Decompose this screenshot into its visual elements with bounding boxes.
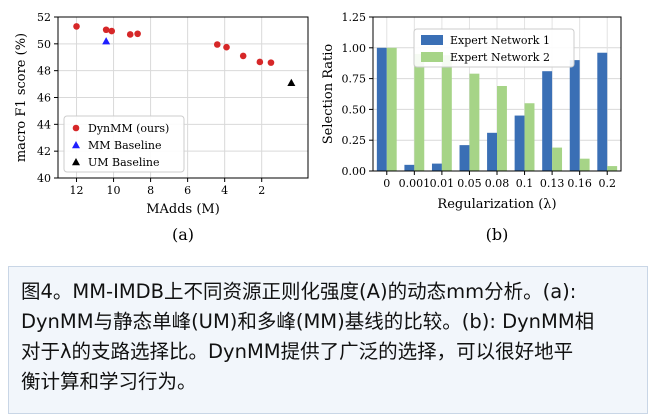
bar-expert-network-1 <box>569 60 580 172</box>
bar-expert-network-1 <box>459 145 470 171</box>
figure-caption: 图4。MM-IMDB上不同资源正则化强度(A)的动态mm分析。(a): DynM… <box>8 266 648 414</box>
legend-swatch-b <box>421 52 443 62</box>
plot-frame-b <box>372 16 622 172</box>
x-tick-label-b: 0.05 <box>457 177 482 190</box>
x-tick-label-b: 0.13 <box>540 177 565 190</box>
panel-label-b: (b) <box>486 225 509 244</box>
data-point-dynmm <box>134 30 141 38</box>
panel-label-a: (a) <box>172 225 194 244</box>
y-tick-label-b: 0.50 <box>342 103 367 116</box>
caption-line-1: 图4。MM-IMDB上不同资源正则化强度(A)的动态mm分析。(a): <box>21 280 577 303</box>
legend-label-b: Expert Network 2 <box>450 51 550 64</box>
data-point-um-baseline <box>287 78 296 86</box>
legend-marker-a <box>72 141 80 149</box>
bar-expert-network-1 <box>597 52 608 172</box>
data-point-dynmm <box>213 41 221 48</box>
bar-expert-network-1 <box>376 47 387 171</box>
x-axis-label-a: MAdds (M) <box>146 202 220 217</box>
legend-label-a: MM Baseline <box>88 139 161 152</box>
x-tick-label-a: 2 <box>258 184 265 197</box>
legend-marker-a <box>72 124 80 132</box>
legend-marker-a <box>72 158 80 166</box>
legend-a <box>63 115 185 173</box>
x-tick-label-b: 0.001 <box>399 177 431 190</box>
bar-expert-network-1 <box>514 115 525 171</box>
y-tick-label-a: 52 <box>37 11 51 24</box>
bar-expert-network-2 <box>607 166 618 171</box>
bar-expert-network-2 <box>386 47 397 171</box>
data-point-dynmm <box>102 26 110 34</box>
y-tick-label-b: 0.00 <box>342 165 367 178</box>
data-point-dynmm <box>73 23 80 30</box>
data-point-dynmm <box>256 58 264 66</box>
x-axis-label-b: Regularization (λ) <box>437 197 556 212</box>
x-tick-label-b: 0.01 <box>430 177 455 190</box>
y-tick-label-a: 42 <box>37 145 51 158</box>
x-tick-label-b: 0.08 <box>485 177 510 190</box>
bar-expert-network-2 <box>441 55 452 171</box>
bar-expert-network-2 <box>469 73 480 171</box>
x-tick-label-a: 10 <box>107 184 121 197</box>
y-tick-label-b: 0.25 <box>342 134 367 147</box>
bar-expert-network-2 <box>524 103 535 171</box>
x-tick-label-a: 6 <box>184 184 191 197</box>
x-tick-label-b: 0.1 <box>516 177 534 190</box>
y-tick-label-b: 1.00 <box>342 42 367 55</box>
y-axis-label-b: Selection Ratio <box>321 44 336 145</box>
data-point-dynmm <box>223 43 230 51</box>
data-point-dynmm <box>267 59 275 66</box>
legend-b <box>413 28 575 68</box>
x-tick-label-a: 4 <box>221 184 228 197</box>
x-tick-label-a: 12 <box>70 184 84 197</box>
y-tick-label-a: 40 <box>37 172 51 185</box>
y-tick-label-a: 48 <box>37 65 51 78</box>
x-tick-label-b: 0 <box>383 177 390 190</box>
x-tick-label-b: 0.2 <box>598 177 616 190</box>
legend-swatch-b <box>421 35 443 45</box>
bar-expert-network-2 <box>552 147 563 171</box>
y-tick-label-a: 44 <box>37 118 51 131</box>
y-tick-label-b: 0.75 <box>342 73 367 86</box>
bar-expert-network-2 <box>497 85 507 171</box>
legend-label-a: DynMM (ours) <box>88 122 169 135</box>
bar-expert-network-1 <box>542 71 553 171</box>
bar-expert-network-1 <box>404 164 415 171</box>
data-point-mm-baseline <box>102 37 111 45</box>
data-point-dynmm <box>108 27 116 35</box>
plot-frame-a <box>57 16 309 179</box>
y-axis-label-a: macro F1 score (%) <box>14 33 29 162</box>
data-point-dynmm <box>239 52 247 60</box>
bar-expert-network-1 <box>431 163 442 171</box>
caption-line-4: 衡计算和学习行为。 <box>21 370 197 393</box>
x-tick-label-a: 8 <box>147 184 154 197</box>
y-tick-label-a: 50 <box>37 38 51 51</box>
bar-chart-b: 0.000.250.500.751.001.250 0.001 0.01 0.05 0.… <box>321 11 622 244</box>
x-tick-label-b: 0.16 <box>567 177 592 190</box>
bar-expert-network-2 <box>579 158 590 171</box>
y-tick-label-a: 46 <box>37 92 51 105</box>
bar-expert-network-2 <box>414 53 425 171</box>
caption-line-2: DynMM与静态单峰(UM)和多峰(MM)基线的比较。(b): DynMM相 <box>21 310 595 333</box>
y-tick-label-b: 1.25 <box>342 11 367 24</box>
bar-expert-network-1 <box>487 132 497 171</box>
caption-line-3: 对于λ的支路选择比。DynMM提供了广泛的选择，可以很好地平 <box>21 340 574 363</box>
data-point-dynmm <box>126 31 134 38</box>
legend-label-b: Expert Network 1 <box>450 34 550 47</box>
legend-label-a: UM Baseline <box>88 156 159 169</box>
